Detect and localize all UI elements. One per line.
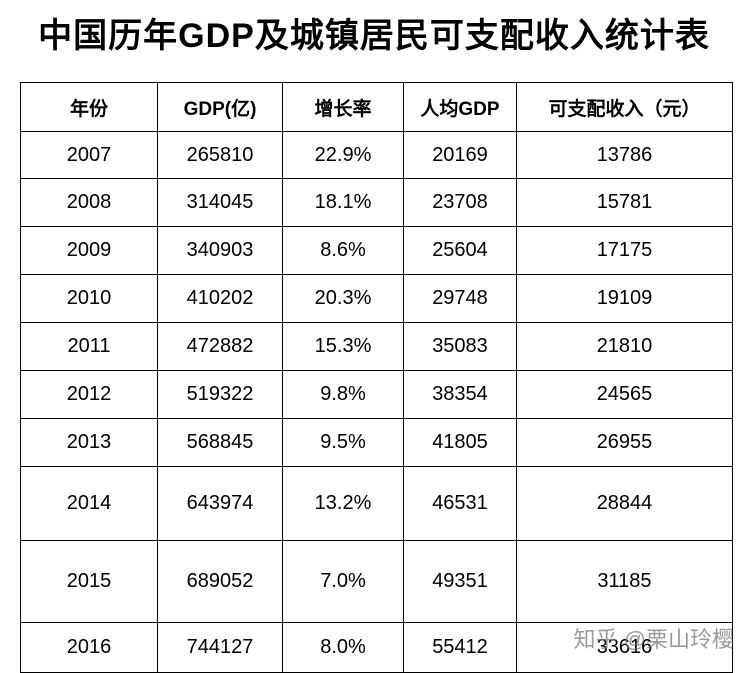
table-row: 2012 519322 9.8% 38354 24565 xyxy=(20,370,733,419)
cell: 31185 xyxy=(516,540,733,623)
header-cell: 增长率 xyxy=(282,82,404,132)
table-row: 2008 314045 18.1% 23708 15781 xyxy=(20,178,733,227)
cell: 643974 xyxy=(157,466,283,541)
cell: 26955 xyxy=(516,418,733,467)
header-cell: 人均GDP xyxy=(403,82,517,132)
cell: 2015 xyxy=(20,540,158,623)
cell: 38354 xyxy=(403,370,517,419)
cell: 22.9% xyxy=(282,131,404,179)
cell: 8.6% xyxy=(282,226,404,275)
table-title: 中国历年GDP及城镇居民可支配收入统计表 xyxy=(38,17,710,55)
table-row: 2010 410202 20.3% 29748 19109 xyxy=(20,274,733,323)
cell: 49351 xyxy=(403,540,517,623)
cell: 689052 xyxy=(157,540,283,623)
cell: 8.0% xyxy=(282,622,404,673)
cell: 41805 xyxy=(403,418,517,467)
cell: 13786 xyxy=(516,131,733,179)
header-cell: GDP(亿) xyxy=(157,82,283,132)
cell: 2016 xyxy=(20,622,158,673)
cell: 24565 xyxy=(516,370,733,419)
header-cell: 年份 xyxy=(20,82,158,132)
watermark: 知乎 @栗山玲樱 xyxy=(573,627,734,652)
cell: 2009 xyxy=(20,226,158,275)
cell: 55412 xyxy=(403,622,517,673)
cell: 35083 xyxy=(403,322,517,371)
cell: 2008 xyxy=(20,178,158,227)
header-cell: 可支配收入（元） xyxy=(516,82,733,132)
cell: 472882 xyxy=(157,322,283,371)
cell: 568845 xyxy=(157,418,283,467)
table-row: 2015 689052 7.0% 49351 31185 xyxy=(20,540,733,623)
table-row: 2014 643974 13.2% 46531 28844 xyxy=(20,466,733,541)
cell: 744127 xyxy=(157,622,283,673)
cell: 21810 xyxy=(516,322,733,371)
cell: 19109 xyxy=(516,274,733,323)
cell: 29748 xyxy=(403,274,517,323)
cell: 2007 xyxy=(20,131,158,179)
cell: 519322 xyxy=(157,370,283,419)
cell: 25604 xyxy=(403,226,517,275)
cell: 46531 xyxy=(403,466,517,541)
cell: 20.3% xyxy=(282,274,404,323)
cell: 23708 xyxy=(403,178,517,227)
cell: 28844 xyxy=(516,466,733,541)
table-row: 2013 568845 9.5% 41805 26955 xyxy=(20,418,733,467)
table-row: 2011 472882 15.3% 35083 21810 xyxy=(20,322,733,371)
cell: 2014 xyxy=(20,466,158,541)
cell: 314045 xyxy=(157,178,283,227)
cell: 15.3% xyxy=(282,322,404,371)
header-row: 年份 GDP(亿) 增长率 人均GDP 可支配收入（元） xyxy=(20,82,733,132)
cell: 9.8% xyxy=(282,370,404,419)
cell: 2012 xyxy=(20,370,158,419)
cell: 9.5% xyxy=(282,418,404,467)
cell: 410202 xyxy=(157,274,283,323)
cell: 340903 xyxy=(157,226,283,275)
cell: 15781 xyxy=(516,178,733,227)
cell: 265810 xyxy=(157,131,283,179)
cell: 7.0% xyxy=(282,540,404,623)
table-row: 2009 340903 8.6% 25604 17175 xyxy=(20,226,733,275)
cell: 13.2% xyxy=(282,466,404,541)
cell: 18.1% xyxy=(282,178,404,227)
table-row: 2007 265810 22.9% 20169 13786 xyxy=(20,131,733,179)
cell: 2013 xyxy=(20,418,158,467)
cell: 17175 xyxy=(516,226,733,275)
cell: 2011 xyxy=(20,322,158,371)
data-table: 年份 GDP(亿) 增长率 人均GDP 可支配收入（元） 2007 265810 22.9% 2… xyxy=(20,82,733,673)
cell: 2010 xyxy=(20,274,158,323)
cell: 20169 xyxy=(403,131,517,179)
